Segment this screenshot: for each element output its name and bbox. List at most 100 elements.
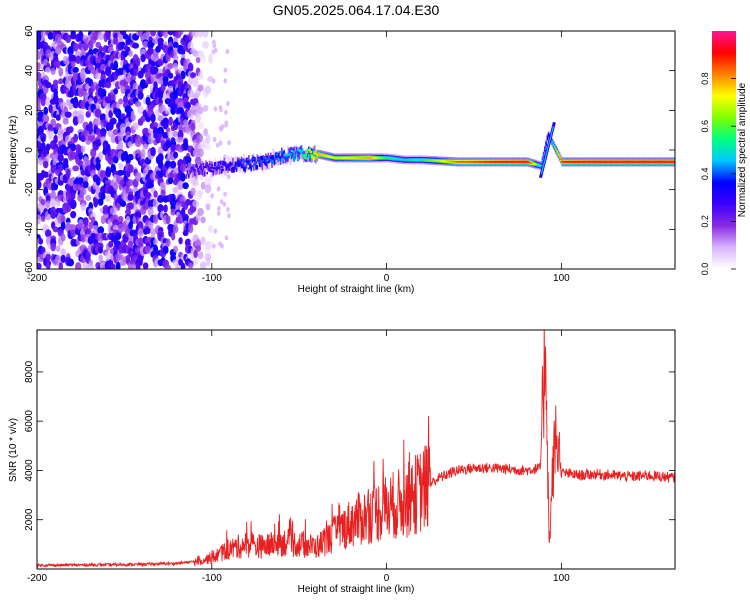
spectrogram-ridge-segment xyxy=(284,154,287,157)
spectrogram-noise-cell xyxy=(98,151,104,161)
spectrogram-ridge-segment xyxy=(206,165,208,178)
spectrogram-ridge-segment xyxy=(415,159,418,161)
spectrogram-ridge-segment xyxy=(616,161,618,163)
spectrogram-ridge-segment xyxy=(202,167,205,170)
spectrogram-ridge-segment xyxy=(443,160,446,162)
spectrogram-ridge-segment xyxy=(386,157,388,159)
spectrogram-ridge-segment xyxy=(208,167,211,172)
spectrogram-ridge-segment xyxy=(649,161,651,163)
snr-x-tick-label: -100 xyxy=(202,573,222,584)
spectrogram-noise-cell xyxy=(104,66,112,77)
spectrogram-ridge-segment xyxy=(261,155,264,161)
spectrogram-noise-cell xyxy=(38,237,44,245)
spectrogram-noise-cell xyxy=(50,67,56,76)
spectrogram-noise-cell xyxy=(65,168,71,179)
spectrogram-ridge-segment xyxy=(393,157,396,160)
spectrogram-ridge-segment xyxy=(347,157,349,159)
spectrogram-noise-cell xyxy=(100,192,106,200)
spectrogram-ridge-segment xyxy=(283,153,286,156)
spectrogram-noise-cell xyxy=(227,140,231,146)
spectrogram-ridge-segment xyxy=(639,161,642,163)
spectrogram-ridge-segment xyxy=(466,161,469,163)
spectrogram-noise-cell xyxy=(129,263,137,269)
spectrogram-ridge-segment xyxy=(238,162,240,168)
spectrogram-ridge-segment xyxy=(496,161,498,163)
spectrogram-ridge-segment xyxy=(305,153,308,156)
spectrogram-noise-cell xyxy=(39,92,47,102)
spectrogram-ridge-segment xyxy=(399,158,402,161)
colorbar-tick-label: 0.2 xyxy=(700,215,710,228)
spectrogram-ridge-segment xyxy=(501,161,503,163)
spectrogram-ridge-segment xyxy=(223,161,226,164)
spectrogram-noise-cell xyxy=(82,181,89,189)
spectrogram-ridge-segment xyxy=(255,165,257,170)
spectrogram-noise-region xyxy=(37,31,231,269)
spectrogram-ridge-segment xyxy=(342,157,344,159)
spectrogram-noise-cell xyxy=(45,97,51,107)
spectrogram-ridge-segment xyxy=(234,161,237,167)
spectrogram-noise-cell xyxy=(167,177,174,185)
spectrogram-noise-cell xyxy=(37,180,42,190)
spectrogram-ridge-segment xyxy=(334,157,337,159)
spectrogram-noise-cell xyxy=(105,194,112,203)
spectrogram-ridge-segment xyxy=(246,160,249,166)
spectrogram-noise-cell xyxy=(170,144,176,152)
spectrogram-ridge-segment xyxy=(203,171,206,177)
spectrogram-ridge-segment xyxy=(256,154,259,163)
spectrogram-ridge-segment xyxy=(241,164,244,167)
spectrogram-ridge-segment xyxy=(252,158,255,161)
spectrogram-ridge-segment xyxy=(380,157,382,159)
spectrogram-ridge-segment xyxy=(247,160,250,165)
spectrogram-noise-cell xyxy=(134,171,142,182)
spectrogram-ridge-segment xyxy=(293,157,295,162)
spectrogram-ridge-segment xyxy=(304,157,306,160)
spectrogram-noise-cell xyxy=(140,53,146,63)
spectrogram-noise-cell xyxy=(152,53,159,62)
spectrogram-ridge-segment xyxy=(447,160,450,163)
spectrogram-noise-cell xyxy=(93,198,99,208)
spectrogram-ridge-segment xyxy=(637,161,639,163)
spectrogram-ridge-segment xyxy=(196,167,199,172)
spectrogram-ridge-segment xyxy=(290,149,293,153)
spectrogram-ridge-segment xyxy=(277,152,279,158)
spectrogram-noise-cell xyxy=(44,229,52,238)
spectrogram-noise-cell xyxy=(195,114,202,123)
spectrogram-y-tick-label: -20 xyxy=(24,182,35,197)
spectrogram-ridge-segment xyxy=(229,161,232,167)
spectrogram-ridge-segment xyxy=(320,153,322,156)
spectrogram-ridge-segment xyxy=(227,155,229,168)
spectrogram-ridge-segment xyxy=(230,162,233,171)
spectrogram-noise-cell xyxy=(58,67,64,77)
spectrogram-noise-cell xyxy=(157,194,165,203)
spectrogram-ridge-segment xyxy=(190,167,193,170)
spectrogram-ridge-segment xyxy=(210,160,212,169)
spectrogram-noise-cell xyxy=(164,107,172,115)
spectrogram-ridge-segment xyxy=(584,161,587,163)
spectrogram-noise-cell xyxy=(195,245,202,252)
spectrogram-ridge-segment xyxy=(666,161,669,163)
spectrogram-ridge-segment xyxy=(195,170,197,179)
spectrogram-ridge-segment xyxy=(387,157,390,159)
spectrogram-ridge-segment xyxy=(266,160,268,169)
spectrogram-ridge-segment xyxy=(545,142,547,145)
spectrogram-ridge-segment xyxy=(281,159,283,162)
spectrogram-noise-cell xyxy=(118,162,124,170)
spectrogram-noise-cell xyxy=(223,67,228,73)
spectrogram-ridge-segment xyxy=(594,161,596,163)
spectrogram-noise-cell xyxy=(52,226,59,233)
spectrogram-ridge-segment xyxy=(260,162,262,165)
snr-y-tick-label: 6000 xyxy=(24,410,35,433)
spectrogram-ridge-segment xyxy=(194,168,196,172)
spectrogram-ridge-segment xyxy=(288,153,290,156)
spectrogram-ridge-segment xyxy=(388,157,391,159)
spectrogram-noise-cell xyxy=(205,133,211,144)
spectrogram-ridge-segment xyxy=(654,161,656,163)
spectrogram-ridge-segment xyxy=(239,161,242,174)
spectrogram-ridge-segment xyxy=(232,157,234,166)
spectrogram-noise-cell xyxy=(192,80,200,88)
spectrogram-noise-cell xyxy=(198,133,203,143)
spectrogram-ridge-segment xyxy=(314,155,316,161)
spectrogram-ridge-segment xyxy=(214,162,217,167)
spectrogram-ridge-segment xyxy=(325,155,327,157)
spectrogram-noise-cell xyxy=(113,88,119,95)
